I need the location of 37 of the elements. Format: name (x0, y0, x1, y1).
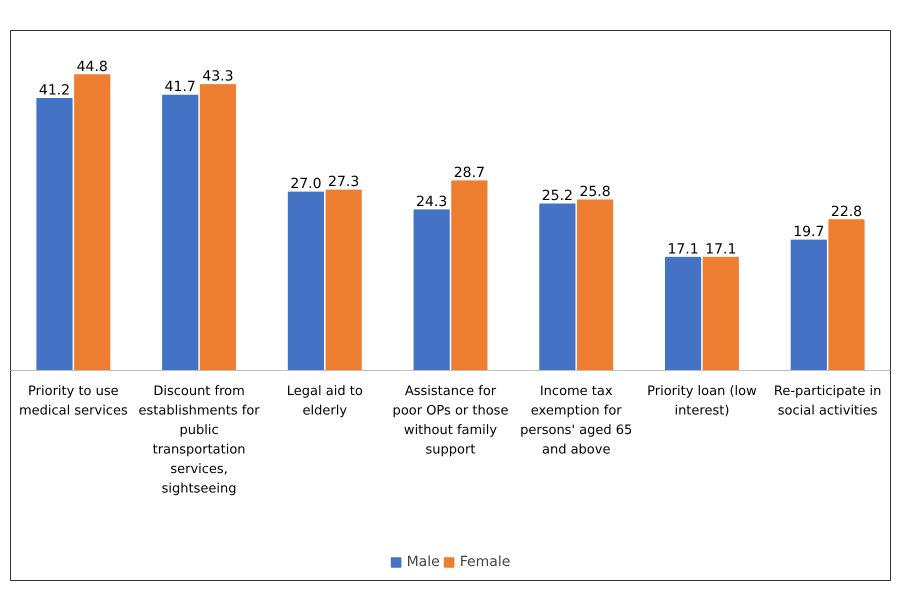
data-label: 24.3 (416, 194, 448, 210)
data-label: 44.8 (76, 58, 108, 75)
bar (539, 203, 576, 371)
legend-label: Female (460, 554, 510, 570)
x-tick-label: Legal aid to elderly (286, 384, 363, 419)
bar (414, 209, 450, 371)
bar (162, 94, 198, 371)
data-label: 22.8 (830, 204, 862, 220)
x-tick-label: Re-participate in social activities (774, 384, 882, 419)
bar (326, 190, 362, 371)
bar (828, 219, 865, 371)
data-label: 41.2 (38, 82, 70, 99)
data-label: 28.7 (454, 164, 485, 181)
x-tick-label: Discount from establishments for public transportation services, sightseeing (138, 384, 260, 497)
bar (790, 240, 827, 371)
bar (576, 199, 614, 371)
data-label: 25.2 (542, 188, 573, 204)
bar (451, 180, 488, 371)
data-label: 25.8 (579, 184, 611, 200)
bar (200, 84, 236, 371)
x-tick-label: Priority to use medical services (18, 384, 128, 419)
data-label: 17.1 (705, 241, 736, 258)
bar (36, 98, 73, 371)
x-tick-label: Assistance for poor OPs or those without family support (392, 384, 508, 458)
data-label: 17.1 (667, 241, 699, 258)
data-label: 43.3 (202, 68, 234, 85)
legend-label: Male (406, 554, 440, 570)
bar (288, 192, 324, 371)
data-label: 27.3 (328, 174, 360, 190)
data-label: 41.7 (164, 79, 196, 96)
data-label: 27.0 (290, 176, 322, 192)
x-tick-label: Income tax exemption for persons' aged 65 and above (520, 384, 632, 458)
bar (74, 74, 110, 371)
x-tick-label: Priority loan (low interest) (647, 384, 758, 419)
bar (702, 256, 739, 371)
bar (664, 256, 702, 371)
data-label: 19.7 (793, 224, 824, 240)
